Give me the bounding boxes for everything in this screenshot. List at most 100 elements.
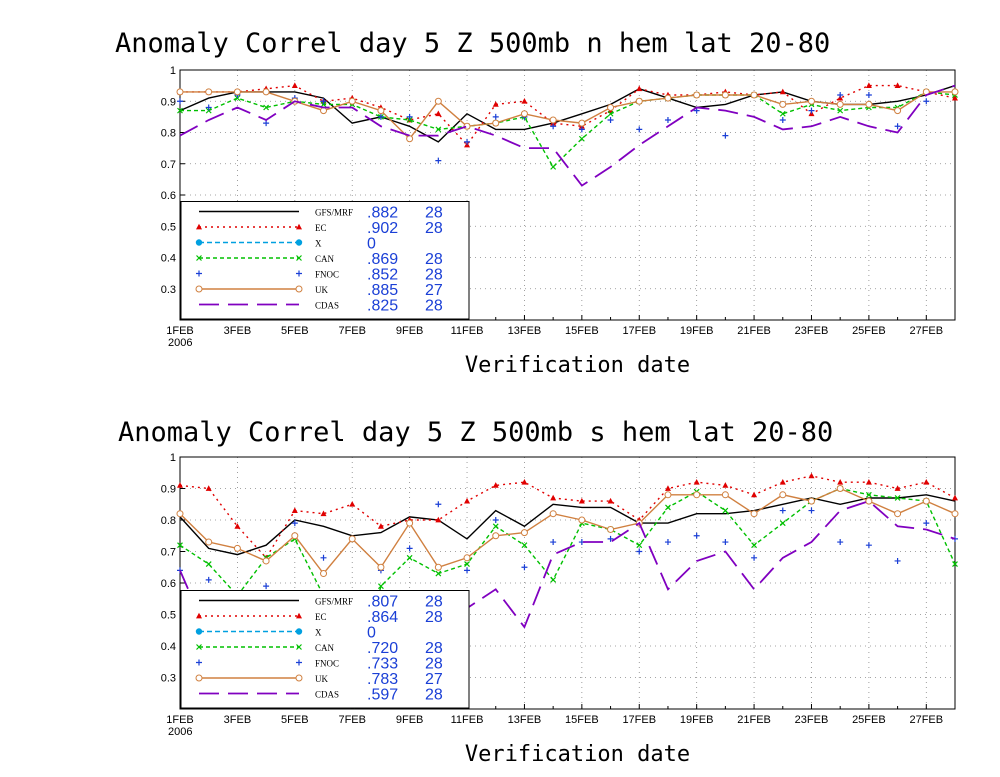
legend-marker (296, 270, 302, 277)
data-point-marker (779, 491, 787, 499)
legend-marker (195, 628, 203, 635)
data-point-marker (205, 88, 213, 96)
data-point-marker (665, 504, 671, 511)
data-point-marker (550, 123, 557, 130)
data-point-marker (435, 157, 442, 164)
data-point-marker (435, 126, 442, 133)
data-point-marker (205, 576, 212, 583)
data-point-marker (492, 517, 499, 523)
legend-mean-value: .720 (367, 640, 398, 657)
data-point-marker (923, 98, 930, 105)
data-point-marker (779, 110, 786, 117)
data-point-marker (750, 91, 758, 99)
data-point-marker (205, 107, 212, 114)
data-point-marker (951, 88, 959, 96)
legend-series-name: CDAS (315, 301, 339, 311)
data-point-marker (636, 85, 643, 92)
x-tick-label: 21FEB (737, 714, 771, 726)
data-point-marker (464, 497, 471, 504)
data-point-marker (434, 563, 442, 571)
y-tick-label: 0.3 (161, 673, 176, 685)
legend-entry: CDAS .597 28 (199, 687, 443, 704)
data-point-marker (664, 94, 672, 102)
data-point-marker (894, 82, 901, 89)
series-gfs-mrf (179, 84, 956, 143)
data-point-marker (521, 479, 528, 485)
data-point-marker (578, 516, 586, 524)
data-point-marker (521, 98, 528, 104)
data-point-marker (721, 91, 729, 99)
y-tick-label: 0.9 (161, 484, 176, 496)
year-label: 2006 (168, 337, 192, 349)
data-point-marker (550, 494, 557, 501)
x-tick-label: 21FEB (737, 325, 771, 337)
data-point-marker (377, 113, 384, 120)
data-point-marker (952, 94, 958, 101)
y-tick-label: 0.9 (161, 96, 176, 108)
legend-marker (196, 659, 202, 666)
legend-mean-value: .885 (367, 282, 398, 299)
data-point-marker (177, 482, 183, 488)
data-point-marker (521, 564, 528, 571)
data-point-marker (779, 117, 786, 123)
legend-marker (296, 644, 302, 650)
data-point-marker (836, 100, 844, 108)
data-point-marker (348, 535, 356, 543)
data-point-marker (550, 163, 557, 170)
data-point-marker (320, 554, 327, 561)
x-tick-label: 9FEB (396, 325, 424, 337)
x-tick-label: 17FEB (622, 325, 656, 337)
data-point-marker (406, 117, 413, 123)
year-label: 2006 (168, 726, 192, 738)
data-point-marker (320, 107, 328, 115)
data-point-marker (205, 485, 212, 491)
data-point-marker (751, 542, 757, 549)
data-point-marker (664, 485, 671, 491)
data-point-marker (865, 92, 872, 98)
y-tick-label: 0.8 (161, 128, 176, 140)
data-point-marker (952, 561, 958, 568)
legend-entry: GFS/MRF .882 28 (199, 205, 443, 222)
y-tick-label: 0.5 (161, 610, 176, 622)
data-point-marker (894, 485, 901, 491)
legend-box (180, 590, 470, 709)
legend-marker (296, 223, 302, 230)
legend-mean-value: 0 (367, 236, 376, 253)
data-point-marker (492, 532, 500, 540)
data-point-marker (263, 583, 270, 590)
x-tick-label: 19FEB (680, 325, 714, 337)
data-point-marker (177, 98, 183, 105)
x-tick-label: 27FEB (909, 325, 943, 337)
data-point-marker (836, 485, 844, 492)
data-point-marker (693, 532, 700, 539)
legend-count-value: 28 (425, 687, 443, 704)
data-point-marker (549, 510, 557, 518)
data-point-marker (578, 135, 585, 142)
legend-mean-value: 0 (367, 625, 376, 642)
data-point-marker (664, 539, 671, 546)
data-point-marker (263, 104, 270, 111)
data-point-marker (779, 479, 786, 485)
data-point-marker (176, 510, 184, 518)
series-uk (176, 88, 959, 143)
legend-entry: UK .885 27 (195, 282, 443, 299)
series-cdas (179, 84, 956, 187)
data-point-marker (865, 491, 872, 498)
data-point-marker (406, 519, 414, 527)
legend-marker (196, 644, 202, 650)
data-point-marker (807, 497, 815, 505)
legend-series-name: EC (315, 223, 327, 233)
y-tick-label: 0.7 (161, 159, 176, 171)
series-line (180, 84, 956, 147)
data-point-marker (894, 123, 901, 130)
chart-title: Anomaly Correl day 5 Z 500mb s hem lat 2… (118, 417, 833, 448)
legend-entry: UK .783 27 (195, 671, 443, 688)
x-axis-title: Verification date (465, 742, 690, 767)
chart-panel-2: Anomaly Correl day 5 Z 500mb s hem lat 2… (118, 417, 959, 767)
data-point-marker (721, 491, 729, 499)
legend-entry: EC .864 28 (196, 609, 443, 626)
data-point-marker (406, 545, 413, 552)
